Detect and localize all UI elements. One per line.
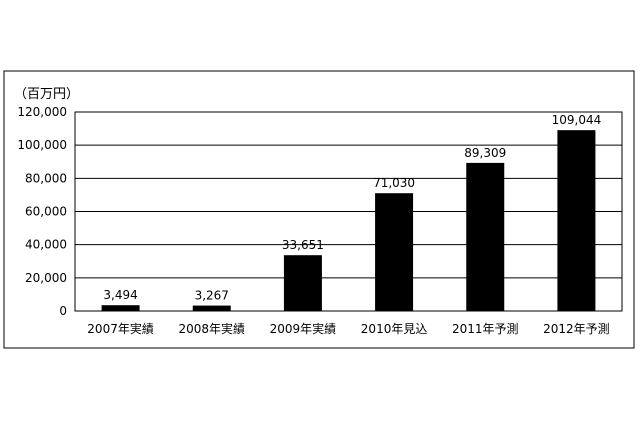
- y-tick-label: 100,000: [17, 138, 67, 152]
- bar: [101, 305, 140, 311]
- y-tick-label: 40,000: [25, 238, 67, 252]
- y-tick-label: 20,000: [25, 271, 67, 285]
- y-tick-labels: 0 20,000 40,000 60,000 80,000 100,000 120,000: [17, 105, 67, 318]
- x-tick-label: 2010年見込: [361, 322, 428, 336]
- y-tick-label: 60,000: [25, 205, 67, 219]
- x-tick-label: 2008年実績: [178, 321, 245, 336]
- bar-value-label: 89,309: [464, 146, 506, 160]
- x-tick-label: 2012年予測: [543, 322, 610, 336]
- y-tick-label: 80,000: [25, 171, 67, 185]
- bar-value-label: 109,044: [552, 113, 602, 127]
- y-tick-label: 0: [59, 304, 67, 318]
- y-axis-unit-label: （百万円）: [14, 87, 79, 102]
- x-tick-labels: 2007年実績 2008年実績 2009年実績 2010年見込 2011年予測 2012年…: [87, 321, 609, 336]
- bar-value-labels: 3,494 3,267 33,651 71,030 89,309 109,044: [103, 113, 601, 302]
- bar-value-label: 33,651: [282, 238, 324, 252]
- x-tick-label: 2009年実績: [270, 321, 337, 336]
- bar: [283, 255, 322, 311]
- bar-value-label: 3,267: [195, 289, 229, 303]
- bar: [192, 305, 231, 311]
- bar-value-label: 71,030: [373, 176, 415, 190]
- bar: [375, 193, 414, 311]
- bar: [557, 130, 596, 311]
- bars: [101, 130, 596, 311]
- bar: [466, 162, 505, 311]
- x-tick-label: 2011年予測: [452, 322, 519, 336]
- bar-value-label: 3,494: [103, 288, 137, 302]
- x-tick-label: 2007年実績: [87, 321, 154, 336]
- y-tick-label: 120,000: [17, 105, 67, 119]
- plot-area-border: [74, 111, 623, 312]
